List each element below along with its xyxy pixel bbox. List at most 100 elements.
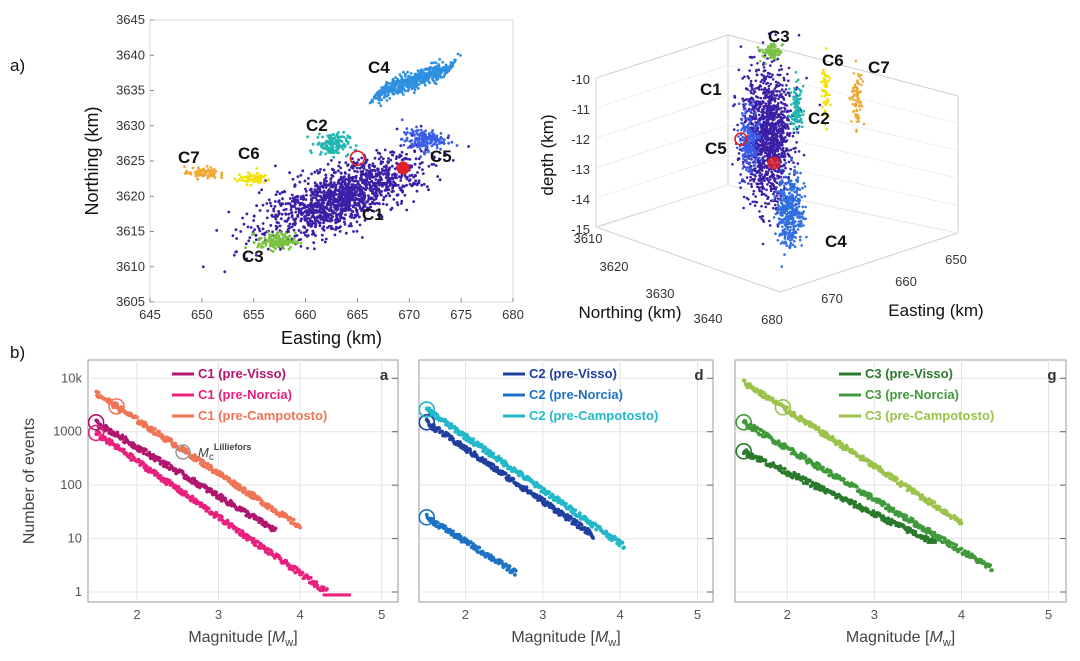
depth-point — [768, 53, 772, 57]
depth-point — [766, 127, 769, 131]
depth-tick-label: -13 — [571, 162, 590, 177]
depth-point — [753, 204, 757, 207]
depth-point — [752, 142, 755, 146]
map-point — [347, 135, 351, 139]
map-point — [320, 233, 324, 237]
map-point — [312, 241, 316, 245]
map-point — [212, 170, 215, 174]
depth-point — [758, 50, 762, 53]
map-point — [341, 207, 345, 211]
map-point — [385, 173, 388, 177]
map-point — [435, 78, 439, 82]
map-point — [442, 138, 446, 142]
depth-point — [763, 142, 767, 146]
map-point — [417, 157, 421, 161]
map-point — [258, 174, 262, 178]
depth-point — [746, 128, 750, 132]
depth-point — [780, 164, 784, 168]
map-point — [318, 209, 322, 213]
map-point — [307, 213, 311, 217]
map-point — [353, 201, 357, 205]
map-point — [244, 246, 248, 250]
depth-point — [754, 121, 757, 124]
map-point — [371, 187, 375, 191]
map-point — [392, 85, 396, 89]
map-point — [312, 215, 315, 219]
map-point — [348, 208, 351, 212]
map-y-tick-label: 3635 — [116, 83, 145, 98]
map-point — [375, 194, 379, 198]
depth-point — [743, 120, 747, 124]
map-point — [354, 186, 358, 190]
map-point — [197, 171, 201, 175]
map-point — [348, 180, 351, 184]
map-point — [329, 178, 333, 181]
map-point — [311, 230, 315, 234]
map-point — [321, 198, 325, 202]
depth-point — [772, 176, 775, 179]
map-point — [338, 138, 342, 142]
depth-point — [769, 178, 772, 181]
map-point — [254, 253, 258, 257]
map-point — [376, 151, 380, 155]
depth-point — [778, 68, 781, 72]
depth-point — [860, 83, 863, 87]
map-point — [377, 167, 380, 171]
depth-point — [777, 217, 781, 220]
map-point — [299, 201, 302, 205]
map-point — [345, 195, 349, 199]
map-point — [335, 200, 339, 204]
depth-point — [797, 94, 801, 97]
depth-point — [786, 228, 789, 231]
depth-point — [747, 140, 750, 144]
map-point — [306, 204, 310, 207]
depth-point — [774, 136, 777, 139]
map-point — [349, 191, 353, 195]
depth-point — [779, 213, 783, 217]
map-point — [390, 164, 394, 168]
map-point — [350, 179, 354, 182]
depth-point — [859, 104, 863, 107]
map-point — [324, 237, 328, 241]
map-point — [316, 194, 319, 198]
depth-point — [772, 51, 775, 55]
map-x-tick-label: 655 — [243, 307, 265, 322]
map-point — [399, 179, 403, 182]
depth-point — [794, 150, 797, 154]
depth-point — [855, 86, 859, 89]
depth-point — [771, 138, 774, 142]
map-point — [373, 169, 377, 173]
map-point — [323, 191, 326, 194]
depth-point — [772, 130, 776, 134]
map-point — [248, 236, 252, 240]
map-point — [252, 219, 256, 222]
map-point — [416, 76, 420, 80]
depth-point — [743, 116, 747, 119]
map-point — [266, 247, 270, 251]
depth-point — [855, 89, 859, 92]
depth-point — [752, 147, 756, 150]
map-point — [315, 169, 319, 172]
map-point — [324, 196, 328, 200]
map-point — [277, 240, 281, 243]
depth-point — [774, 143, 778, 147]
depth-point — [757, 134, 761, 138]
mainshock-open-marker — [349, 150, 366, 166]
depth-point — [786, 133, 789, 137]
map-point — [410, 164, 414, 168]
depth-point — [763, 91, 767, 94]
fmd-point — [122, 440, 127, 445]
map-point — [283, 219, 287, 223]
depth-point — [785, 147, 788, 150]
map-point — [373, 165, 376, 169]
depth-point — [761, 132, 765, 135]
depth-point — [779, 101, 783, 104]
depth-point — [759, 96, 763, 100]
map-point — [260, 244, 264, 248]
depth-point — [798, 109, 801, 113]
map-point — [297, 229, 301, 232]
map-point — [334, 185, 338, 189]
map-point — [364, 184, 368, 188]
map-point — [330, 218, 334, 222]
map-point — [305, 228, 309, 232]
